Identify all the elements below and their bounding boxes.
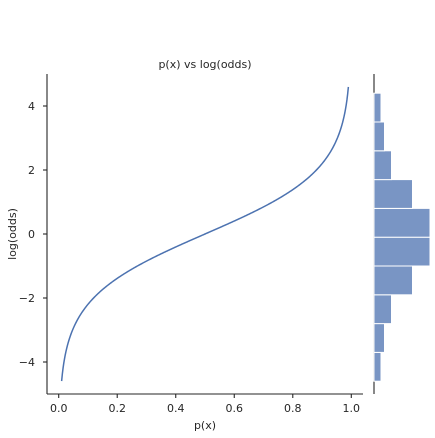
x-tick-label: 0.4 bbox=[167, 402, 185, 415]
x-tick-label: 0.2 bbox=[108, 402, 126, 415]
x-tick-label: 0.0 bbox=[50, 402, 68, 415]
y-axis-label: log(odds) bbox=[6, 208, 19, 260]
histogram-bar bbox=[373, 351, 382, 382]
main-plot-area: 0.0 0.2 0.4 0.6 0.8 1.0 −4 −2 0 2 4 bbox=[19, 74, 363, 415]
histogram-bar bbox=[373, 323, 385, 353]
chart-title: p(x) vs log(odds) bbox=[158, 58, 251, 71]
y-tick-label: −4 bbox=[19, 356, 35, 369]
histogram-bar bbox=[373, 92, 382, 123]
marginal-histogram-area bbox=[373, 74, 431, 394]
histogram-bar bbox=[373, 265, 413, 296]
histogram-bar bbox=[373, 236, 431, 267]
histogram-bar bbox=[373, 207, 431, 238]
x-tick-label: 0.6 bbox=[226, 402, 244, 415]
y-tick-label: 4 bbox=[28, 100, 35, 113]
histogram-bar bbox=[373, 294, 392, 325]
x-axis-label: p(x) bbox=[194, 419, 216, 432]
x-tick-label: 0.8 bbox=[284, 402, 302, 415]
y-tick-label: 2 bbox=[28, 164, 35, 177]
y-tick-label: −2 bbox=[19, 292, 35, 305]
y-tick-label: 0 bbox=[28, 228, 35, 241]
histogram-bar bbox=[373, 121, 385, 152]
histogram-bar bbox=[373, 179, 413, 209]
histogram-bar bbox=[373, 150, 392, 181]
logit-curve bbox=[60, 86, 350, 382]
x-tick-label: 1.0 bbox=[343, 402, 361, 415]
